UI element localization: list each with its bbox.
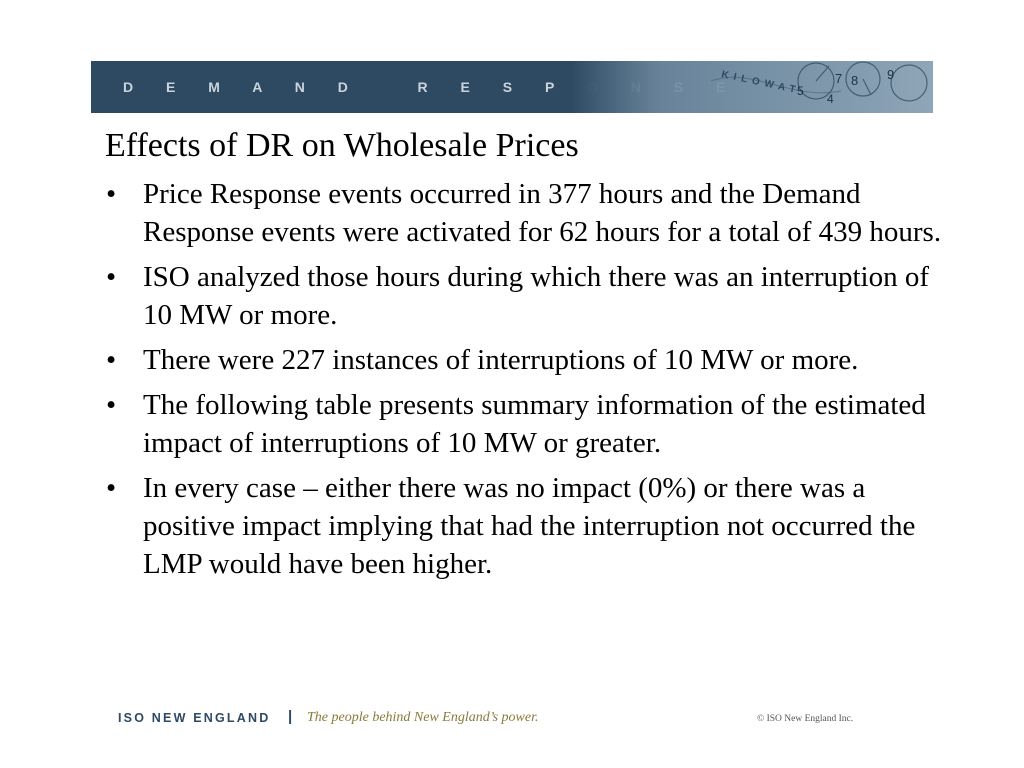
bullet-mark: • (106, 261, 117, 293)
dial-digit-9: 9 (887, 67, 894, 82)
bullet-mark: • (106, 344, 117, 376)
bullet-text: Price Response events occurred in 377 ho… (143, 178, 942, 248)
dial-digit-5: 5 (797, 84, 804, 98)
footer-brand-logo: ISO NEW ENGLAND (118, 711, 271, 725)
kilowatt-meter-image: KILOWAT 7 8 9 5 4 (571, 61, 933, 113)
dial-digit-4: 4 (827, 92, 834, 106)
bullet-text: There were 227 instances of interruption… (143, 344, 859, 376)
bullet-mark: • (106, 472, 117, 504)
footer-tagline: The people behind New England’s power. (307, 710, 539, 725)
footer-separator: | (288, 708, 293, 725)
slide-title: Effects of DR on Wholesale Prices (105, 127, 579, 164)
bullet-text: The following table presents summary inf… (143, 389, 926, 459)
bullet-text: In every case – either there was no impa… (143, 472, 916, 580)
footer-copyright: © ISO New England Inc. (757, 714, 854, 724)
bullet-item: • There were 227 instances of interrupti… (104, 341, 954, 379)
bullet-item: • Price Response events occurred in 377 … (104, 175, 954, 251)
bullet-list: • Price Response events occurred in 377 … (104, 175, 954, 590)
dial-digit-7: 7 (835, 71, 842, 86)
bullet-item: • The following table presents summary i… (104, 386, 954, 462)
bullet-mark: • (106, 178, 117, 210)
bullet-mark: • (106, 389, 117, 421)
dial-digit-8: 8 (851, 73, 858, 88)
header-banner: D E M A N D R E S P O N S E KILOWAT 7 8 … (91, 61, 933, 113)
bullet-item: • In every case – either there was no im… (104, 469, 954, 583)
bullet-item: • ISO analyzed those hours during which … (104, 258, 954, 334)
bullet-text: ISO analyzed those hours during which th… (143, 261, 930, 331)
